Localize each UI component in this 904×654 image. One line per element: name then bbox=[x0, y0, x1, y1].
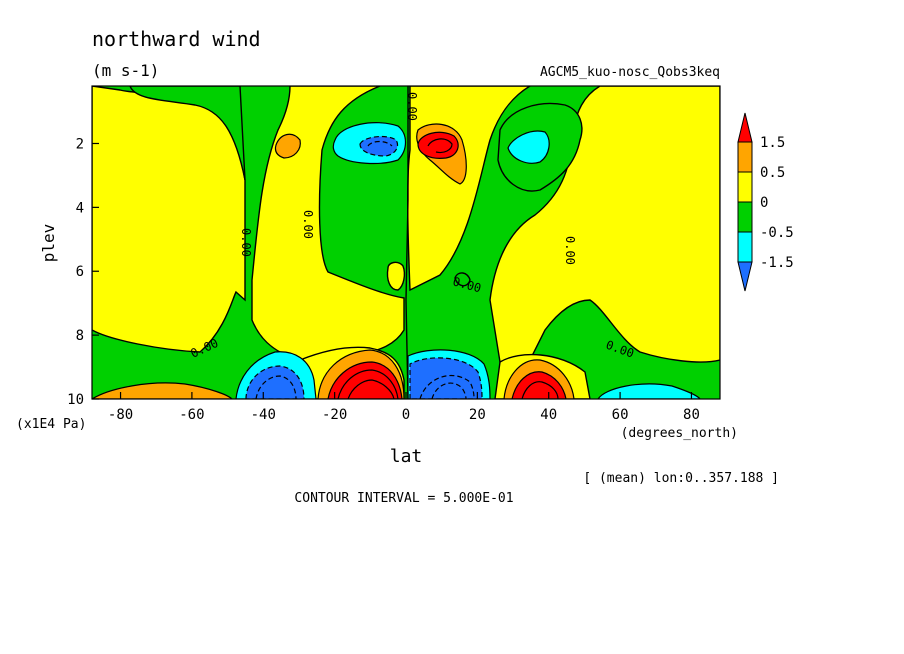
x-axis-units: (degrees_north) bbox=[621, 426, 738, 441]
contour-label: 0.00 bbox=[563, 236, 577, 265]
colorbar-label: 1.5 bbox=[760, 135, 785, 151]
colorbar-label: 0.5 bbox=[760, 165, 785, 181]
averaging-note: [ (mean) lon:0..357.188 ] bbox=[583, 471, 779, 486]
contour-label: 0.00 bbox=[301, 210, 315, 239]
blue-core-upper bbox=[359, 135, 399, 157]
colorbar-label: -1.5 bbox=[760, 255, 794, 271]
blue-core-bottom-left bbox=[245, 365, 305, 399]
colorbar-swatch bbox=[737, 201, 753, 233]
chart-title: northward wind bbox=[92, 27, 261, 51]
cyan-patch-bottom-right bbox=[597, 383, 701, 399]
contour-label: 0.00 bbox=[405, 92, 419, 121]
x-tick-label: -20 bbox=[322, 407, 347, 423]
near-zero-patch bbox=[454, 272, 471, 287]
red-core-bottom-center bbox=[327, 361, 403, 399]
x-tick-label: 80 bbox=[683, 407, 700, 423]
x-tick-label: 40 bbox=[540, 407, 557, 423]
x-tick-label: 0 bbox=[402, 407, 410, 423]
cyan-patch-upper-right bbox=[507, 130, 550, 164]
blue-core-bottom-center bbox=[409, 357, 483, 399]
y-axis-units: (x1E4 Pa) bbox=[16, 417, 86, 432]
x-tick-label: 20 bbox=[469, 407, 486, 423]
colorbar-swatch bbox=[737, 231, 753, 263]
plot-area bbox=[92, 86, 720, 399]
colorbar-label: 0 bbox=[760, 195, 768, 211]
near-zero-region-upper-left bbox=[129, 86, 246, 181]
x-axis: -80 -60 -40 -20 0 20 40 60 80 bbox=[108, 392, 700, 423]
x-tick-label: -60 bbox=[179, 407, 204, 423]
x-tick-label: -80 bbox=[108, 407, 133, 423]
colorbar-swatch bbox=[737, 171, 753, 203]
colorbar: 1.5 0.5 0 -0.5 -1.5 bbox=[737, 112, 794, 292]
contour-label: 0.00 bbox=[239, 228, 253, 257]
y-axis-title: plev bbox=[39, 224, 58, 263]
positive-region-left bbox=[92, 86, 246, 353]
inner-contour-lines bbox=[255, 138, 559, 399]
y-tick-label: 6 bbox=[76, 264, 84, 280]
y-tick-label: 2 bbox=[76, 136, 84, 152]
positive-island bbox=[386, 261, 406, 291]
equatorial-zero-contour bbox=[405, 86, 409, 399]
colorbar-label: -0.5 bbox=[760, 225, 794, 241]
y-tick-label: 4 bbox=[76, 200, 84, 216]
contour-interval: CONTOUR INTERVAL = 5.000E-01 bbox=[294, 491, 513, 506]
x-tick-label: 60 bbox=[612, 407, 629, 423]
run-label: AGCM5_kuo-nosc_Qobs3keq bbox=[540, 65, 720, 80]
chart-units: (m s-1) bbox=[92, 61, 159, 80]
x-tick-label: -40 bbox=[251, 407, 276, 423]
red-core-bottom-right bbox=[511, 371, 567, 399]
orange-patch-upper-left bbox=[274, 133, 301, 159]
x-axis-title: lat bbox=[390, 446, 423, 467]
y-tick-label: 8 bbox=[76, 328, 84, 344]
y-axis: 2 4 6 8 10 bbox=[67, 136, 99, 408]
y-tick-label: 10 bbox=[67, 392, 84, 408]
colorbar-swatch-bottom bbox=[737, 261, 753, 292]
red-core-upper bbox=[417, 131, 459, 159]
colorbar-swatch-top bbox=[737, 112, 753, 143]
orange-patch-bottom-left bbox=[92, 382, 233, 399]
colorbar-swatch bbox=[737, 141, 753, 173]
